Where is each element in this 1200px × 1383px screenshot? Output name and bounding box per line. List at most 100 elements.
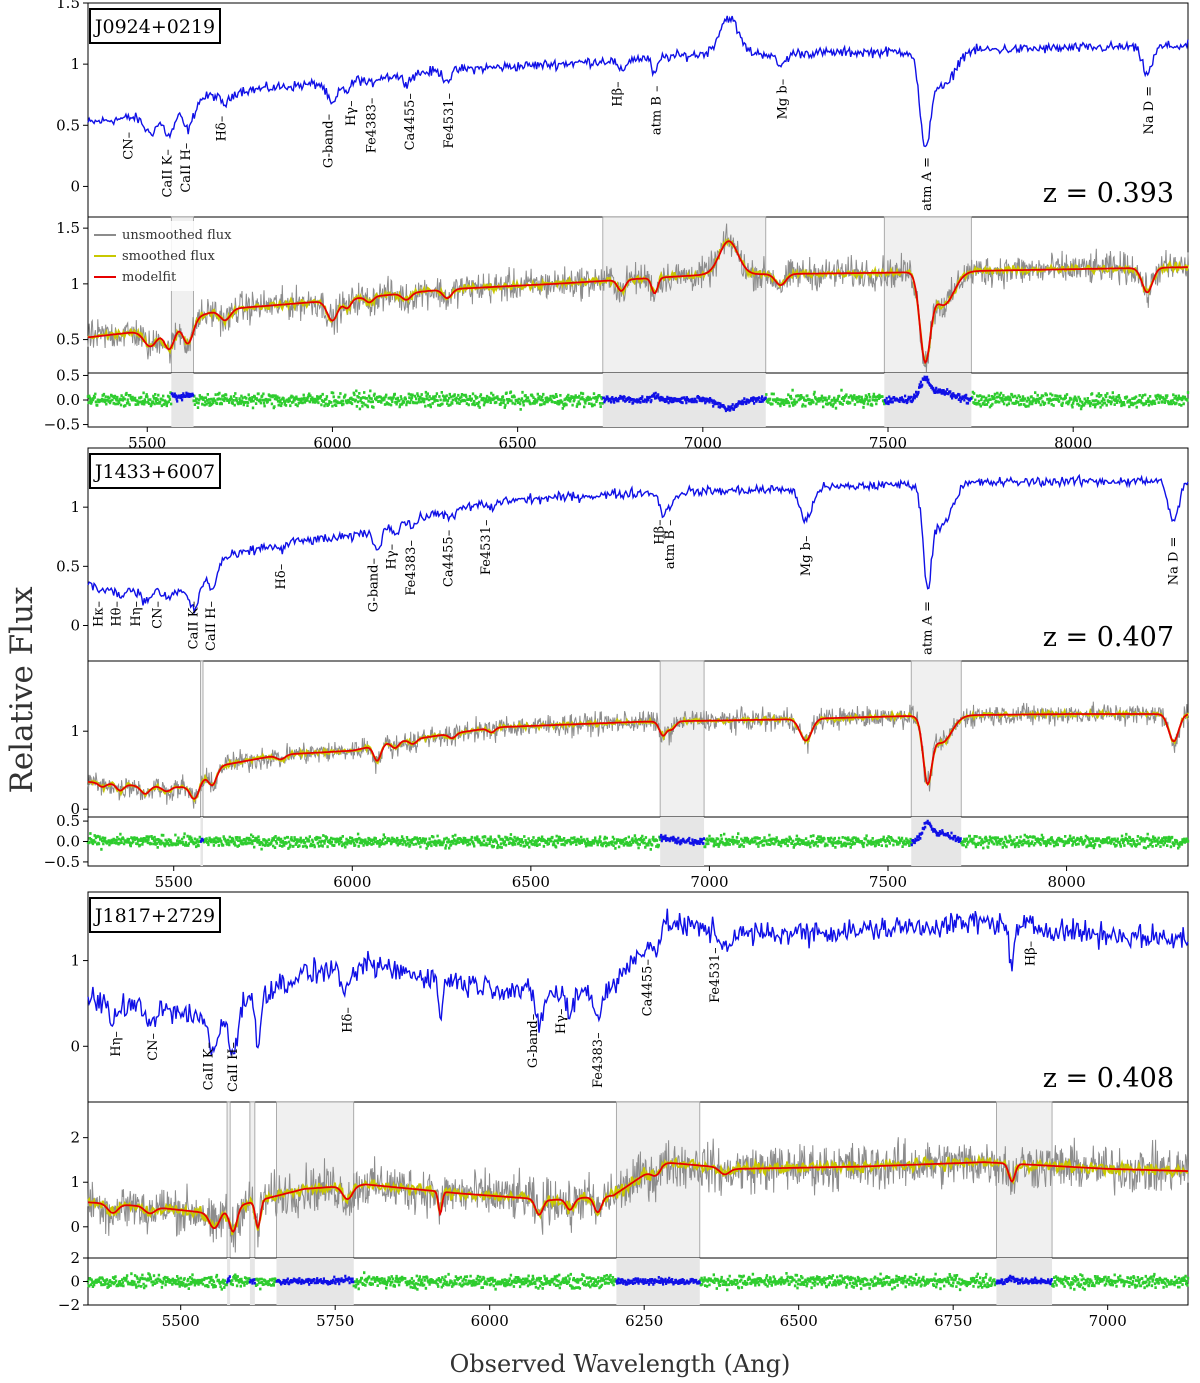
x-tick-label: 5500 — [155, 873, 193, 891]
spectral-line-label: Hγ– — [344, 100, 359, 126]
spectral-line-label: atm A = — [920, 601, 935, 655]
residual-ytick-label: 0.0 — [56, 391, 80, 409]
spectral-line-label: Hη– — [129, 601, 144, 627]
spectral-line-label: Hθ– — [110, 601, 125, 627]
object-label: J1433+6007 — [89, 453, 221, 489]
spectrum-ytick-label: 0 — [70, 177, 80, 195]
modelfit-line — [87, 240, 1189, 365]
spectral-line-label: CaII H– — [204, 601, 219, 651]
x-tick-label: 7000 — [690, 873, 728, 891]
fit-mask-region — [602, 216, 767, 374]
spectral-line-label: CN– — [151, 601, 166, 629]
fit-mask-region — [996, 1101, 1053, 1259]
fit-ytick-label: 0 — [70, 800, 80, 818]
fit-ytick-label: 1 — [70, 722, 80, 740]
spectral-line-label: Fe4531– — [708, 947, 723, 1003]
object-name: J0924+0219 — [93, 16, 215, 38]
panel-3: 0 1 Hη– CN– CaII K– CaII H– Hδ– G-band– Hγ– Fe438… — [58, 891, 1190, 1330]
redshift-label: z = 0.407 — [1043, 622, 1174, 653]
x-tick-label: 5750 — [316, 1312, 354, 1330]
spectral-line-label: Fe4531– — [442, 93, 457, 149]
spectral-line-label: CN– — [122, 132, 137, 160]
spectral-line-label: Hδ– — [274, 564, 289, 590]
legend-label-1: unsmoothed flux — [122, 228, 232, 243]
x-tick-label: 6000 — [471, 1312, 509, 1330]
masked-residual-points — [200, 819, 962, 847]
fit-ytick-label: 1 — [70, 275, 80, 293]
spectrum-line — [87, 473, 1189, 614]
spectral-line-label: atm B – — [650, 85, 665, 135]
fit-mask-region — [883, 216, 972, 374]
residual-ytick-label: −0.5 — [44, 416, 80, 434]
spectral-line-label: Hη– — [109, 1031, 124, 1057]
masked-residual-points — [170, 375, 973, 413]
panel-1: 0 0.5 1 1.5 CN– CaII K– CaII H– Hδ– G-band– Hγ– Fe… — [44, 0, 1190, 452]
object-label-box — [89, 453, 221, 489]
x-tick-label: 7000 — [1089, 1312, 1127, 1330]
unsmoothed-flux-line — [87, 1137, 1189, 1253]
x-tick-label: 6500 — [512, 873, 550, 891]
spectral-line-label: atm B – — [663, 519, 678, 569]
spectral-line-label: Na D = — [1167, 537, 1182, 586]
spectral-line-label: Mg b– — [799, 536, 814, 577]
spectral-line-label: Fe4383– — [364, 98, 379, 154]
x-tick-label: 8000 — [1047, 873, 1085, 891]
x-tick-label: 6250 — [625, 1312, 663, 1330]
spectral-line-label: Ca4455– — [640, 959, 655, 1016]
spectrum-ytick-label: 1 — [70, 952, 80, 970]
object-label: J0924+0219 — [89, 8, 221, 44]
object-name: J1433+6007 — [93, 461, 215, 483]
spectral-line-label: Fe4531– — [479, 520, 494, 576]
object-label-box — [89, 8, 221, 44]
residual-ytick-label: 0.5 — [56, 812, 80, 830]
x-tick-label: 5500 — [162, 1312, 200, 1330]
spectral-line-label: Fe4383– — [404, 540, 419, 596]
x-axis-title: Observed Wavelength (Ang) — [450, 1350, 791, 1378]
fit-mask-region — [659, 660, 705, 818]
spectral-line-label: CaII H– — [179, 143, 194, 193]
y-axis-title: Relative Flux — [4, 586, 40, 794]
object-name: J1817+2729 — [93, 905, 215, 927]
residual-ytick-label: 0.5 — [56, 366, 80, 384]
legend-background — [90, 221, 250, 291]
x-tick-label: 7500 — [869, 873, 907, 891]
spectrum-panel-frame — [87, 2, 1189, 218]
spectrum-ytick-label: 1 — [70, 55, 80, 73]
spectrum-line — [87, 15, 1189, 148]
residual-mask-region — [911, 817, 962, 866]
spectrum-ytick-label: 0.5 — [56, 557, 80, 575]
spectrum-line — [87, 908, 1189, 1057]
spectral-line-label: Hδ– — [341, 1007, 356, 1033]
spectral-line-label: Mg b– — [775, 79, 790, 120]
fit-ytick-label: 0.5 — [56, 331, 80, 349]
spectral-line-label: G-band– — [367, 558, 382, 612]
spectral-line-label: Hβ– — [611, 81, 626, 106]
fit-mask-region — [249, 1101, 256, 1259]
spectrum-ytick-label: 0 — [70, 617, 80, 635]
spectrum-ytick-label: 1.5 — [56, 0, 80, 12]
spectral-line-label: Ca4455– — [403, 93, 418, 150]
spectral-line-label: G-band– — [526, 1014, 541, 1068]
fit-mask-region — [200, 660, 204, 818]
fit-ytick-label: 1 — [70, 1173, 80, 1191]
residual-ytick-label: −0.5 — [44, 853, 80, 871]
masked-residual-points — [226, 1274, 1053, 1286]
spectral-line-label: CaII K– — [161, 149, 176, 197]
spectral-line-label: CaII H– — [226, 1042, 241, 1092]
residual-points — [86, 832, 1190, 851]
modelfit-line — [87, 1161, 1188, 1233]
spectral-line-label: G-band– — [322, 114, 337, 168]
fit-ytick-label: 1.5 — [56, 219, 80, 237]
fit-panel-frame — [87, 660, 1189, 818]
spectral-line-label: Ca4455– — [442, 530, 457, 587]
residual-ytick-label: −2 — [58, 1296, 80, 1314]
unsmoothed-flux-line — [87, 701, 1189, 809]
spectrum-ytick-label: 0 — [70, 1037, 80, 1055]
spectrum-panel-frame — [87, 447, 1189, 662]
object-label: J1817+2729 — [89, 897, 221, 933]
spectrum-ytick-label: 0.5 — [56, 116, 80, 134]
residual-ytick-label: 0.0 — [56, 833, 80, 851]
fit-ytick-label: 0 — [70, 1218, 80, 1236]
